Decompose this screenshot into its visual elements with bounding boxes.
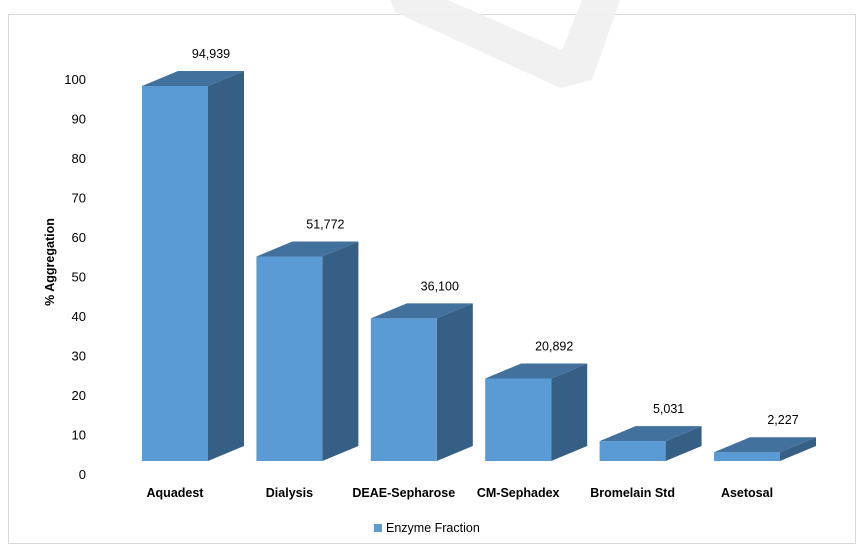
bar-top (599, 426, 702, 442)
x-axis-categories: Aquadest Dialysis DEAE-Sepharose CM-Sephade… (147, 486, 774, 500)
legend-label: Enzyme Fraction (386, 521, 480, 535)
data-label: 2,227 (767, 413, 798, 427)
data-label: 5,031 (653, 402, 684, 416)
bar (599, 426, 702, 461)
bar-front (256, 256, 323, 461)
bar-top (142, 70, 244, 86)
legend-swatch (374, 524, 382, 532)
y-tick-label: 40 (72, 309, 86, 324)
y-tick-label: 30 (72, 349, 86, 364)
y-tick-label: 60 (72, 230, 86, 245)
bar-front (142, 85, 208, 461)
y-axis-label: % Aggregation (43, 218, 57, 306)
bar-top (485, 363, 588, 379)
data-label: 94,939 (192, 47, 230, 61)
data-label: 51,772 (306, 218, 344, 232)
y-tick-label: 50 (72, 270, 86, 285)
bar-front (485, 378, 552, 461)
x-category-label: DEAE-Sepharose (352, 486, 455, 500)
y-tick-label: 70 (72, 191, 86, 206)
y-tick-label: 80 (72, 151, 86, 166)
x-category-label: CM-Sephadex (477, 486, 560, 500)
bar-top (370, 303, 473, 319)
bar (485, 363, 588, 461)
bar-side (322, 241, 359, 461)
bar-side (208, 70, 244, 461)
legend: Enzyme Fraction (374, 521, 480, 535)
x-category-label: Aquadest (147, 486, 205, 500)
bar (256, 241, 359, 461)
bar-front (599, 441, 666, 461)
y-tick-label: 10 (72, 428, 86, 443)
y-tick-label: 0 (79, 467, 86, 482)
bar-front (714, 452, 780, 461)
bar-front (370, 318, 437, 461)
bar-side (780, 437, 816, 461)
x-category-label: Bromelain Std (590, 486, 675, 500)
data-label: 36,100 (421, 279, 459, 293)
bar (142, 70, 244, 461)
bar-side (665, 426, 702, 461)
x-category-label: Asetosal (721, 486, 773, 500)
data-label: 20,892 (535, 339, 573, 353)
bar-top (256, 241, 359, 257)
watermark-shape (390, 0, 620, 88)
y-tick-label: 90 (72, 112, 86, 127)
bar (370, 303, 473, 461)
bar-side (436, 303, 473, 461)
bar-top (714, 437, 816, 453)
y-tick-label: 100 (64, 72, 86, 87)
bars: 94,939 51,772 36,100 20,892 5,031 2,227 (142, 47, 816, 461)
bar-side (551, 363, 588, 461)
y-axis: 0 10 20 30 40 50 60 70 80 90 100 (64, 72, 86, 482)
x-category-label: Dialysis (266, 486, 313, 500)
y-tick-label: 20 (72, 388, 86, 403)
bar (714, 437, 816, 461)
